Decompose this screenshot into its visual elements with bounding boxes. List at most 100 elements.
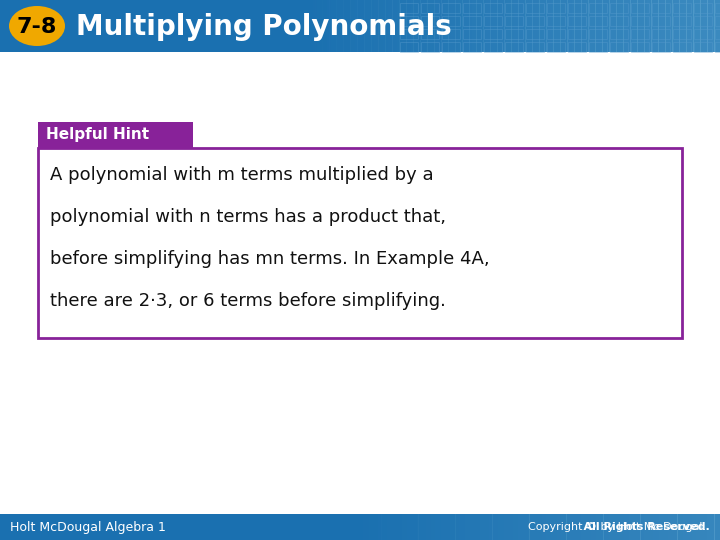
Bar — [610, 29, 628, 39]
Bar — [338, 0, 339, 52]
Bar — [678, 0, 680, 52]
Bar — [547, 42, 565, 52]
Bar — [405, 0, 407, 52]
Bar — [323, 0, 324, 52]
Bar — [598, 0, 600, 52]
Bar — [305, 0, 307, 52]
Bar — [355, 0, 356, 52]
Bar — [564, 514, 567, 540]
Bar — [664, 0, 665, 52]
Bar — [703, 0, 705, 52]
Bar — [369, 0, 370, 52]
Bar — [352, 514, 354, 540]
Bar — [388, 0, 390, 52]
Bar — [384, 0, 385, 52]
Bar — [531, 0, 533, 52]
Bar — [526, 29, 544, 39]
Bar — [642, 0, 643, 52]
Bar — [485, 514, 487, 540]
Bar — [559, 514, 561, 540]
Bar — [675, 0, 677, 52]
Bar — [487, 514, 489, 540]
Bar — [658, 0, 660, 52]
Bar — [661, 514, 662, 540]
Bar — [622, 0, 624, 52]
Bar — [567, 514, 568, 540]
Bar — [38, 148, 682, 338]
Text: Holt McDougal Algebra 1: Holt McDougal Algebra 1 — [10, 521, 166, 534]
Bar — [570, 514, 572, 540]
Bar — [382, 514, 383, 540]
Bar — [359, 0, 360, 52]
Bar — [643, 0, 644, 52]
Bar — [670, 0, 671, 52]
Bar — [490, 0, 492, 52]
Bar — [335, 0, 336, 52]
Bar — [308, 0, 310, 52]
Bar — [657, 514, 659, 540]
Bar — [624, 514, 626, 540]
Bar — [516, 514, 518, 540]
Bar — [688, 0, 689, 52]
Bar — [561, 514, 563, 540]
Bar — [590, 514, 593, 540]
Text: before simplifying has mn terms. In Example 4A,: before simplifying has mn terms. In Exam… — [50, 250, 490, 268]
Bar — [611, 514, 613, 540]
Bar — [524, 0, 526, 52]
Bar — [392, 0, 394, 52]
Bar — [418, 514, 420, 540]
Bar — [485, 0, 486, 52]
Bar — [447, 0, 449, 52]
Bar — [315, 0, 317, 52]
Bar — [554, 0, 555, 52]
Text: Multiplying Polynomials: Multiplying Polynomials — [76, 13, 451, 41]
Bar — [400, 3, 418, 13]
Bar — [508, 514, 509, 540]
Bar — [610, 16, 628, 26]
Bar — [573, 0, 575, 52]
Bar — [438, 0, 440, 52]
Bar — [600, 0, 601, 52]
Bar — [690, 514, 693, 540]
Bar — [618, 514, 620, 540]
Bar — [310, 0, 311, 52]
Bar — [450, 514, 452, 540]
Bar — [374, 0, 376, 52]
Bar — [715, 16, 720, 26]
Bar — [341, 0, 342, 52]
Bar — [640, 0, 642, 52]
Bar — [661, 0, 662, 52]
Bar — [546, 0, 548, 52]
Bar — [598, 514, 600, 540]
Bar — [706, 0, 708, 52]
Bar — [665, 514, 667, 540]
Bar — [400, 29, 418, 39]
Bar — [613, 514, 615, 540]
Bar — [502, 514, 503, 540]
Bar — [518, 514, 521, 540]
Bar — [411, 514, 413, 540]
Bar — [699, 0, 701, 52]
Bar — [378, 514, 379, 540]
Bar — [435, 514, 437, 540]
Bar — [428, 514, 430, 540]
Bar — [575, 0, 576, 52]
Bar — [715, 3, 720, 13]
Bar — [390, 0, 391, 52]
Bar — [505, 514, 508, 540]
Bar — [484, 29, 502, 39]
Bar — [642, 514, 644, 540]
Bar — [597, 0, 598, 52]
Bar — [675, 514, 678, 540]
Bar — [580, 514, 581, 540]
Bar — [467, 0, 468, 52]
Bar — [423, 0, 425, 52]
Bar — [409, 0, 410, 52]
Bar — [662, 514, 665, 540]
Bar — [718, 514, 720, 540]
Bar — [422, 0, 423, 52]
Bar — [38, 122, 193, 148]
Bar — [415, 514, 417, 540]
Bar — [694, 514, 696, 540]
Bar — [454, 0, 456, 52]
